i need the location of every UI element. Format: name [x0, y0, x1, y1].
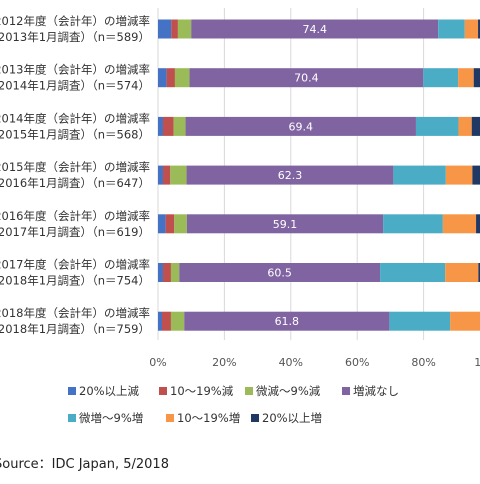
bar-segment — [162, 165, 171, 185]
bar-segment — [177, 19, 192, 39]
legend-label: 10～19%減 — [170, 384, 234, 398]
category-label-line2: （2015年1月調査）（n＝568） — [0, 127, 150, 141]
bar-segment — [173, 116, 186, 136]
legend-label: 20%以上減 — [79, 384, 140, 398]
x-tick-label: 40% — [279, 356, 303, 369]
legend-label: 微減～9%減 — [256, 384, 321, 398]
category-label-line2: （2013年1月調査）（n＝589） — [0, 30, 150, 44]
bar-segment — [389, 311, 451, 331]
x-tick-label: 0% — [149, 356, 166, 369]
bar-segment — [471, 116, 480, 136]
bar-segment — [158, 165, 163, 185]
bar-segment — [162, 116, 174, 136]
bar-segment — [438, 19, 465, 39]
legend-label: 微増～9%増 — [79, 411, 143, 425]
bar-segment — [445, 263, 479, 282]
bar-segment — [170, 311, 185, 331]
category-label-line2: （2016年1月調査）（n＝647） — [0, 176, 150, 190]
bar-segment — [179, 263, 381, 282]
data-label: 69.4 — [289, 120, 314, 133]
x-tick-label: 20% — [212, 356, 236, 369]
category-label-line1: 2017年度（会計年）の増減率 — [0, 258, 150, 272]
bar-segment — [383, 214, 443, 234]
bar-segment — [174, 68, 190, 88]
bar-segment — [162, 263, 171, 282]
bar-segment — [158, 68, 167, 88]
bar-segment — [423, 68, 459, 88]
data-label: 74.4 — [302, 23, 327, 36]
category-label-line1: 2014年度（会計年）の増減率 — [0, 111, 150, 125]
bar-segment — [174, 214, 187, 234]
data-label: 60.5 — [267, 267, 292, 280]
bar-segment — [450, 311, 480, 331]
data-label: 59.1 — [273, 218, 298, 231]
legend-swatch — [251, 414, 259, 422]
bar-segment — [415, 116, 459, 136]
bar-segment — [189, 68, 424, 88]
bar-segment — [458, 68, 474, 88]
bar-segment — [380, 263, 446, 282]
bar-segment — [442, 214, 477, 234]
bar-segment — [170, 165, 187, 185]
bar-segment — [165, 214, 175, 234]
legend-swatch — [68, 387, 76, 395]
bar-segment — [161, 311, 171, 331]
bar-segment — [478, 263, 480, 282]
bar-segment — [158, 214, 166, 234]
bar-segment — [478, 19, 480, 39]
bar-segment — [184, 311, 390, 331]
category-label-line1: 2015年度（会計年）の増減率 — [0, 160, 150, 174]
category-label-line2: （2014年1月調査）（n＝574） — [0, 79, 150, 93]
bar-segment — [476, 214, 480, 234]
bar-segment — [158, 116, 163, 136]
x-tick-label: 80% — [411, 356, 435, 369]
category-label-line2: （2018年1月調査）（n＝754） — [0, 274, 150, 288]
x-tick-label: 100% — [474, 356, 480, 369]
x-tick-label: 60% — [345, 356, 369, 369]
bar-segment — [445, 165, 473, 185]
category-label-line1: 2013年度（会計年）の増減率 — [0, 63, 150, 77]
bar-segment — [158, 19, 172, 39]
bar-segment — [191, 19, 439, 39]
category-label-line1: 2012年度（会計年）の増減率 — [0, 14, 150, 28]
data-label: 62.3 — [278, 169, 303, 182]
bar-segment — [473, 68, 480, 88]
category-label-line2: （2018年1月調査）（n＝759） — [0, 322, 150, 336]
bar-segment — [464, 19, 479, 39]
legend-swatch — [342, 387, 350, 395]
category-label-line1: 2018年度（会計年）の増減率 — [0, 306, 150, 320]
legend-label: 20%以上増 — [262, 411, 322, 425]
bar-segment — [186, 214, 384, 234]
bar-segment — [158, 263, 163, 282]
legend-swatch — [159, 387, 167, 395]
bar-segment — [158, 311, 162, 331]
data-label: 70.4 — [294, 72, 319, 85]
bar-segment — [170, 263, 180, 282]
category-label-line2: （2017年1月調査）（n＝619） — [0, 225, 150, 239]
source-note: Source：IDC Japan, 5/2018 — [0, 457, 169, 472]
bar-segment — [393, 165, 446, 185]
bar-segment — [472, 165, 480, 185]
bar-segment — [185, 116, 416, 136]
legend-label: 10～19%増 — [177, 411, 240, 425]
bar-segment — [458, 116, 472, 136]
data-label: 61.8 — [275, 315, 300, 328]
legend-swatch — [166, 414, 174, 422]
category-label-line1: 2016年度（会計年）の増減率 — [0, 209, 150, 223]
bar-segment — [186, 165, 394, 185]
legend-label: 増減なし — [353, 384, 399, 398]
legend-swatch — [245, 387, 253, 395]
bar-segment — [166, 68, 175, 88]
bar-segment — [171, 19, 178, 39]
legend-swatch — [68, 414, 76, 422]
